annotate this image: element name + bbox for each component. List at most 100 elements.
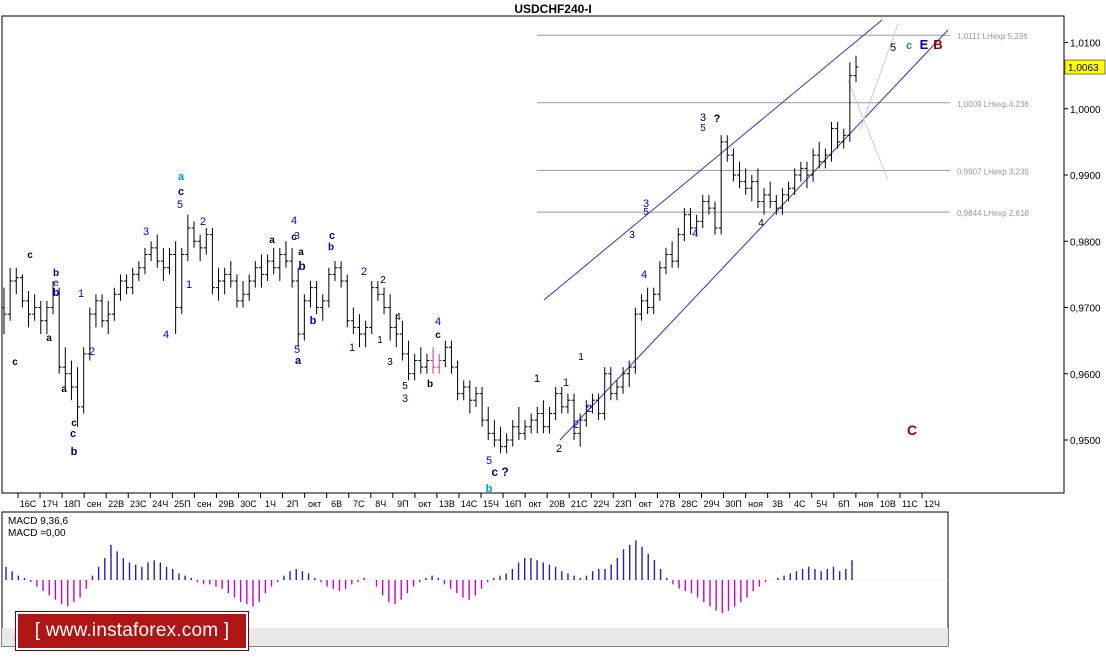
ohlc-bar [485, 406, 491, 440]
ohlc-bar [589, 393, 595, 414]
channel-upper-line [543, 19, 883, 301]
ohlc-bar [381, 287, 387, 315]
price-axis-label: 1,0100 [1070, 39, 1101, 50]
ohlc-bar [822, 148, 828, 169]
ohlc-bar [688, 208, 694, 235]
ohlc-bar [393, 314, 399, 348]
ohlc-bar [111, 287, 117, 321]
date-axis-label: 18П [64, 499, 80, 509]
ohlc-bar [234, 274, 240, 308]
wave-label: c [291, 232, 297, 243]
ohlc-bar [32, 294, 38, 321]
ohlc-bar [663, 247, 669, 275]
date-axis-label: ноя [858, 499, 873, 509]
ohlc-bar [283, 241, 289, 268]
ohlc-bar [418, 347, 424, 374]
ohlc-bar [105, 300, 111, 334]
date-axis-label: 6П [838, 499, 849, 509]
ohlc-bar [344, 274, 350, 328]
ohlc-bar [56, 287, 62, 374]
ohlc-bar [424, 353, 430, 374]
ohlc-bar [553, 387, 559, 421]
ohlc-bar [798, 161, 804, 182]
ohlc-bar [669, 241, 675, 268]
ohlc-bar [19, 274, 25, 308]
ohlc-bar [638, 294, 644, 321]
date-axis-label: 9П [397, 499, 408, 509]
wave-label: 3 [643, 198, 649, 210]
ohlc-bar [13, 267, 19, 295]
ohlc-bar [357, 314, 363, 348]
wave-label: a [61, 384, 67, 395]
ohlc-bar [540, 400, 546, 434]
ohlc-bar [479, 387, 485, 427]
date-axis-label: 30П [725, 499, 741, 509]
ohlc-bar [718, 135, 724, 235]
date-axis-label: 22В [108, 499, 124, 509]
ohlc-bar [786, 181, 792, 202]
ohlc-bar [375, 281, 381, 301]
date-axis-label: 5Ч [816, 499, 827, 509]
wave-label: b [310, 315, 317, 327]
date-axis-label: 13В [439, 499, 455, 509]
wave-label: b [53, 287, 60, 299]
ohlc-bar [767, 181, 773, 209]
ohlc-bar [681, 208, 687, 242]
ohlc-bar [265, 254, 271, 281]
ohlc-bar [632, 307, 638, 374]
ohlc-bar [314, 281, 320, 315]
date-axis-label: 29Ч [704, 499, 720, 509]
wave-label: a [46, 333, 52, 344]
wave-label: B [933, 37, 942, 52]
ohlc-bar [191, 221, 197, 248]
ohlc-bar [50, 281, 56, 315]
fib-level-label: 0,9844 LНехр 2,618 [957, 209, 1029, 218]
wave-label: 1 [349, 342, 355, 354]
date-axis-label: 12Ч [924, 499, 940, 509]
wave-label: 5 [402, 381, 408, 392]
ohlc-bar [136, 261, 142, 281]
price-axis-label: 0,9500 [1070, 436, 1101, 447]
ohlc-bar [387, 294, 393, 341]
ohlc-bar [614, 380, 620, 401]
ohlc-bar [565, 393, 571, 414]
date-axis-label: 17Ч [42, 499, 58, 509]
ohlc-bar [154, 234, 160, 268]
wave-label: a [269, 235, 275, 246]
wave-label: ? [714, 113, 721, 125]
price-axis-label: 0,9800 [1070, 237, 1101, 248]
wave-label: 3 [143, 226, 149, 238]
ohlc-bar [730, 148, 736, 182]
ohlc-bar [289, 247, 295, 288]
ohlc-bar [534, 406, 540, 434]
ohlc-bar [694, 214, 700, 235]
macd-value: MACD =0,00 [8, 528, 66, 539]
ohlc-bar [737, 161, 743, 189]
ohlc-bar [761, 188, 767, 215]
wave-label: b [328, 242, 334, 253]
ohlc-bar [743, 168, 749, 195]
wave-label: 3 [629, 230, 635, 241]
ohlc-bar [657, 261, 663, 301]
wave-label: 2 [200, 216, 206, 228]
wave-label: 1 [186, 279, 192, 291]
date-axis-label: 3В [772, 499, 783, 509]
date-axis-label: 16П [505, 499, 521, 509]
ohlc-bar [216, 267, 222, 301]
ohlc-bar [277, 247, 283, 281]
wave-label: e [53, 278, 59, 289]
ohlc-bar [75, 367, 81, 427]
wave-label: 1 [563, 377, 569, 389]
channel-marker-line [847, 79, 889, 181]
ohlc-bar [1, 287, 7, 334]
wave-label: 1 [578, 352, 584, 363]
ohlc-bar [93, 294, 99, 328]
wave-label: 5 [486, 455, 492, 467]
wave-label: 1 [377, 335, 383, 346]
date-axis-label: 28С [681, 499, 698, 509]
ohlc-bar [406, 340, 412, 381]
date-axis-label: 7С [353, 499, 365, 509]
wave-label: c [329, 230, 335, 242]
